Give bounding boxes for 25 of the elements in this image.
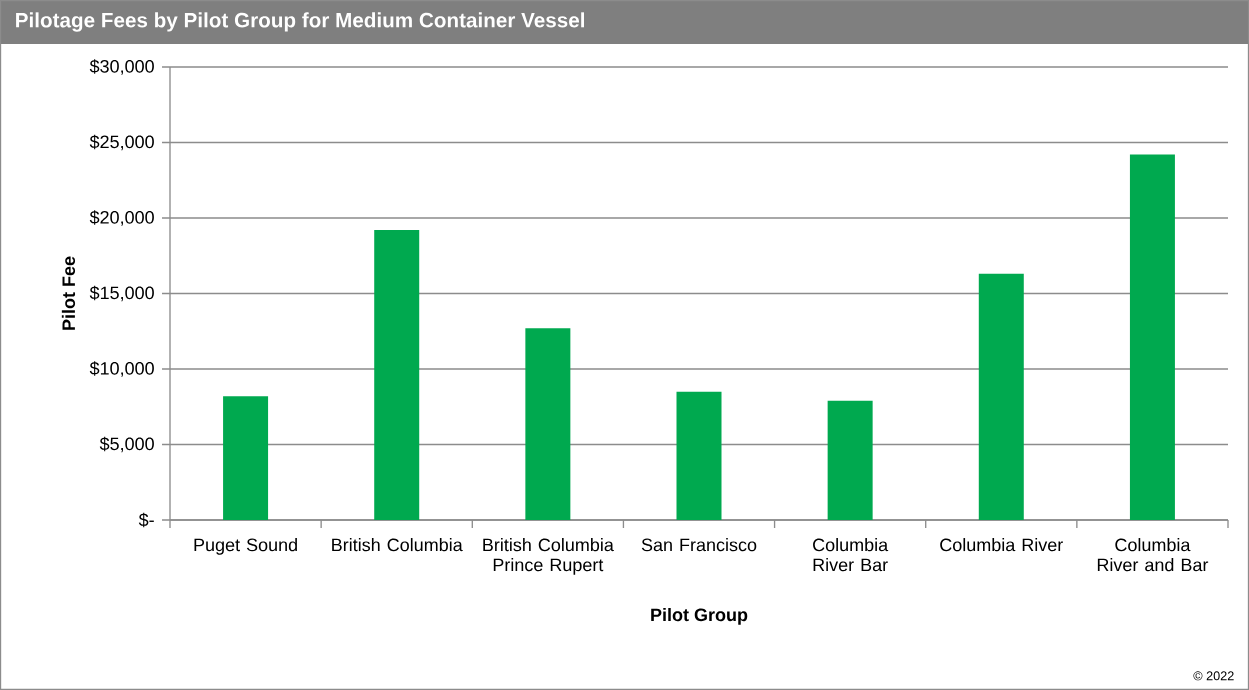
bar: [525, 328, 571, 520]
y-tick-label: $10,000: [89, 361, 154, 377]
x-tick-label: Columbia River and Bar: [1097, 538, 1209, 572]
bar: [827, 400, 873, 520]
y-tick-label: $5,000: [99, 436, 154, 453]
y-tick-label: $-: [138, 512, 154, 528]
x-tick-label: Columbia River: [940, 538, 1063, 552]
chart-title: Pilotage Fees by Pilot Group for Medium Container Vessel: [16, 12, 585, 32]
text: © 2022: [1193, 671, 1234, 681]
x-tick-label: British Columbia: [332, 538, 463, 552]
x-tick-label: San Francisco: [641, 538, 757, 552]
x-axis-title: Pilot Group: [651, 607, 748, 625]
x-tick-label: Puget Sound: [194, 538, 297, 555]
x-tick-label: Columbia River Bar: [813, 538, 889, 572]
bar: [978, 273, 1024, 520]
bar: [374, 230, 420, 520]
x-tick-label: British Columbia Prince Rupert: [483, 538, 614, 575]
y-tick-label: $25,000: [89, 134, 154, 151]
bar: [223, 396, 269, 520]
y-tick-label: $20,000: [89, 210, 154, 226]
bar: [676, 391, 722, 520]
bar: [1129, 154, 1175, 520]
y-axis-title: Pilot Fee: [61, 256, 76, 330]
y-tick-label: $30,000: [89, 59, 154, 75]
y-tick-label: $15,000: [89, 285, 154, 302]
